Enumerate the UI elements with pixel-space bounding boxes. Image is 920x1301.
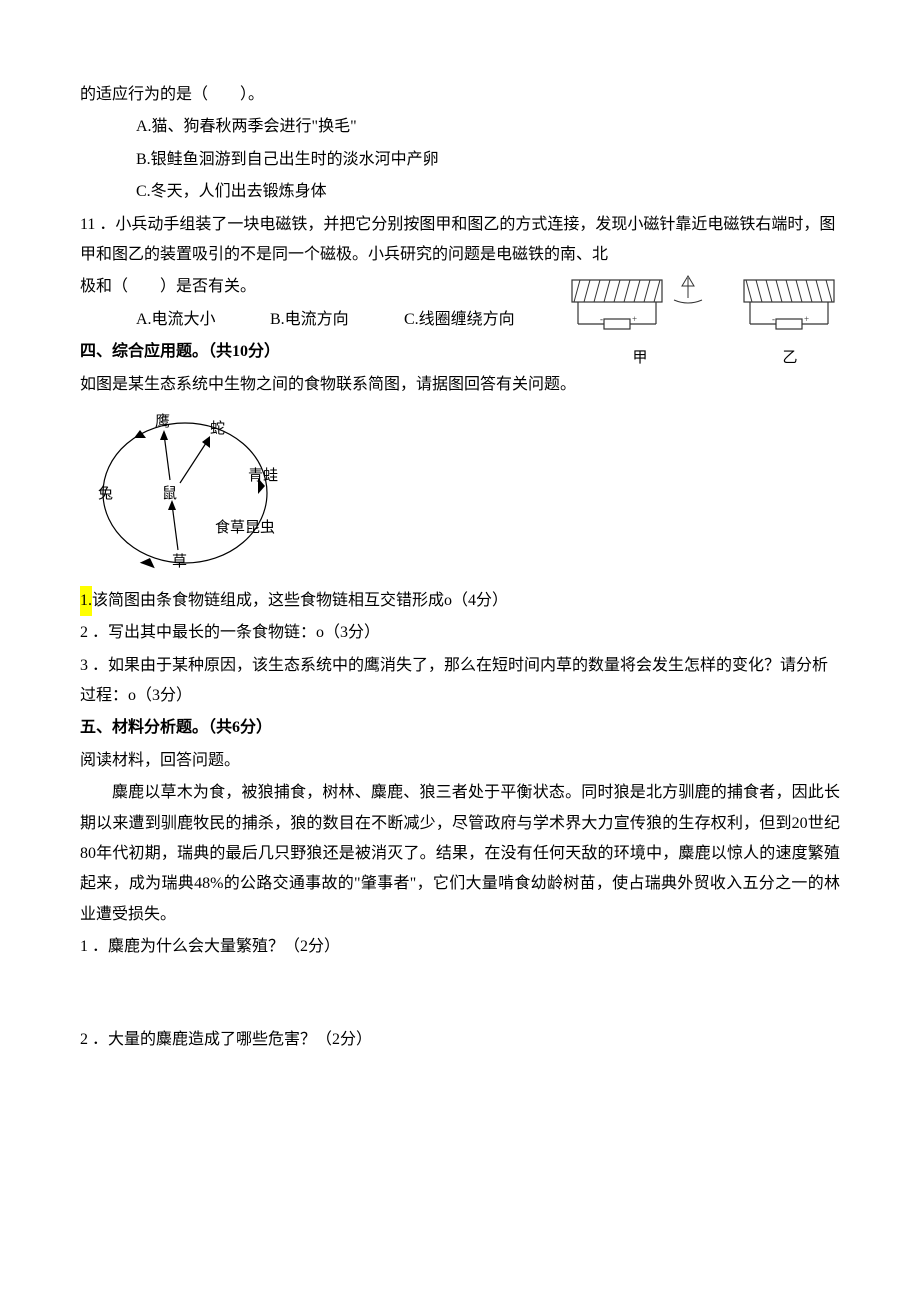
q11-option-a: A.电流大小 xyxy=(136,305,266,335)
section4-q1: 1.该简图由条食物链组成，这些食物链相互交错形成o（4分） xyxy=(80,586,840,616)
q11-stem-part1: 11 ．小兵动手组装了一块电磁铁，并把它分别按图甲和图乙的方式连接，发现小磁针靠… xyxy=(80,210,840,271)
svg-text:鼠: 鼠 xyxy=(162,485,177,502)
section5-q1: 1 ．麋鹿为什么会大量繁殖？（2分） xyxy=(80,932,840,962)
section5-passage: 麋鹿以草木为食，被狼捕食，树林、麋鹿、狼三者处于平衡状态。同时狼是北方驯鹿的捕食… xyxy=(80,778,840,930)
svg-text:兔: 兔 xyxy=(98,485,113,502)
svg-text:青蛙: 青蛙 xyxy=(248,467,278,484)
svg-text:+: + xyxy=(632,314,637,324)
circuit-jia-svg: - + xyxy=(570,272,710,340)
section4-intro: 如图是某生态系统中生物之间的食物联系简图，请据图回答有关问题。 xyxy=(80,370,840,400)
circuit-yi: - + 乙 xyxy=(740,272,840,373)
circuit-jia-label: 甲 xyxy=(632,344,647,373)
answer-space-1 xyxy=(80,965,840,1025)
svg-text:食草昆虫: 食草昆虫 xyxy=(215,519,275,536)
section4-q2: 2 ．写出其中最长的一条食物链：o（3分） xyxy=(80,618,840,648)
svg-text:蛇: 蛇 xyxy=(210,420,225,437)
option-a: A.猫、狗春秋两季会进行"换毛" xyxy=(80,112,840,142)
q11-row: 极和（ ）是否有关。 A.电流大小 B.电流方向 C.线圈缠绕方向 四、综合应用… xyxy=(80,272,840,367)
section5-q2: 2 ．大量的麋鹿造成了哪些危害？（2分） xyxy=(80,1025,840,1055)
circuit-yi-label: 乙 xyxy=(782,344,797,373)
q11-option-b: B.电流方向 xyxy=(270,305,400,335)
svg-text:-: - xyxy=(772,314,775,324)
q11-stem-part2: 极和（ ）是否有关。 xyxy=(80,272,590,302)
section4-q1-text: 该简图由条食物链组成，这些食物链相互交错形成o（4分） xyxy=(92,592,508,609)
circuit-jia: - + 甲 xyxy=(570,272,710,373)
food-web-diagram: 鹰 蛇 青蛙 食草昆虫 草 兔 鼠 xyxy=(90,408,840,578)
highlight-marker: 1. xyxy=(80,586,92,616)
svg-text:鹰: 鹰 xyxy=(155,413,170,430)
section4-q3: 3 ．如果由于某种原因，该生态系统中的鹰消失了，那么在短时间内草的数量将会发生怎… xyxy=(80,651,840,712)
circuit-yi-svg: - + xyxy=(740,272,840,340)
question-prev-tail: 的适应行为的是（ ）。 xyxy=(80,80,840,110)
svg-text:+: + xyxy=(804,314,809,324)
q11-option-c: C.线圈缠绕方向 xyxy=(404,305,515,335)
svg-text:-: - xyxy=(600,314,603,324)
section4-heading: 四、综合应用题。（共10分） xyxy=(80,337,590,367)
q11-options: A.电流大小 B.电流方向 C.线圈缠绕方向 xyxy=(80,305,590,335)
circuit-diagrams: - + 甲 xyxy=(570,272,840,373)
option-c: C.冬天，人们出去锻炼身体 xyxy=(80,177,840,207)
svg-text:草: 草 xyxy=(172,553,187,570)
option-b: B.银鲑鱼洄游到自己出生时的淡水河中产卵 xyxy=(80,145,840,175)
section5-intro: 阅读材料，回答问题。 xyxy=(80,746,840,776)
section5-heading: 五、材料分析题。（共6分） xyxy=(80,713,840,743)
